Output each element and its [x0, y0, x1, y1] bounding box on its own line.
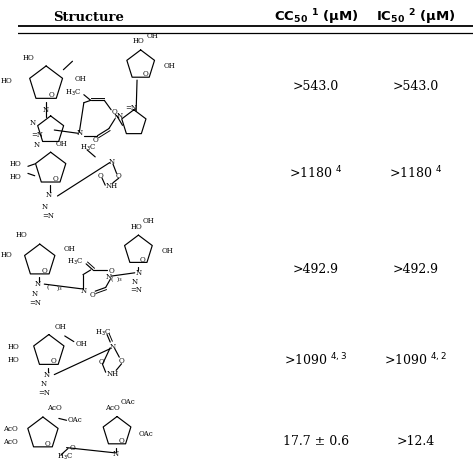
- Text: OH: OH: [146, 32, 158, 40]
- Text: N: N: [81, 287, 87, 295]
- Text: OAc: OAc: [121, 398, 136, 406]
- Text: O: O: [118, 437, 125, 445]
- Text: N: N: [117, 112, 123, 120]
- Text: >1090 $^{4,2}$: >1090 $^{4,2}$: [384, 351, 447, 368]
- Text: OH: OH: [75, 340, 87, 348]
- Text: O: O: [108, 267, 114, 275]
- Text: N: N: [109, 343, 116, 351]
- Text: AcO: AcO: [46, 403, 61, 411]
- Text: OAc: OAc: [139, 430, 154, 438]
- Text: HO: HO: [15, 231, 27, 238]
- Text: =N: =N: [38, 389, 50, 397]
- Text: >12.4: >12.4: [397, 436, 435, 448]
- Text: O: O: [49, 91, 55, 99]
- Text: HO: HO: [130, 223, 142, 231]
- Text: N: N: [132, 278, 138, 286]
- Text: O: O: [140, 255, 146, 264]
- Text: N: N: [76, 129, 82, 137]
- Text: >1090 $^{4,3}$: >1090 $^{4,3}$: [284, 351, 347, 368]
- Text: HO: HO: [0, 77, 12, 85]
- Text: O: O: [92, 137, 98, 145]
- Text: O: O: [116, 172, 122, 180]
- Text: OH: OH: [74, 75, 86, 83]
- Text: =N: =N: [130, 286, 142, 294]
- Text: AcO: AcO: [3, 438, 18, 446]
- Text: NH: NH: [107, 370, 118, 378]
- Text: >1180 $^{4}$: >1180 $^{4}$: [389, 165, 442, 182]
- Text: O: O: [41, 267, 47, 275]
- Text: N: N: [29, 119, 36, 127]
- Text: HO: HO: [0, 251, 12, 259]
- Text: O: O: [98, 172, 103, 180]
- Text: >492.9: >492.9: [393, 264, 439, 276]
- Text: O: O: [51, 357, 56, 365]
- Text: O: O: [118, 357, 125, 365]
- Text: (: (: [111, 277, 113, 282]
- Text: O: O: [90, 291, 96, 299]
- Text: N: N: [44, 371, 50, 379]
- Text: N: N: [43, 106, 49, 114]
- Text: OH: OH: [161, 247, 173, 255]
- Text: $)_3$: $)_3$: [55, 284, 63, 293]
- Text: Structure: Structure: [53, 11, 124, 24]
- Text: N: N: [113, 450, 119, 458]
- Text: HO: HO: [23, 54, 35, 62]
- Text: >492.9: >492.9: [293, 264, 339, 276]
- Text: N: N: [40, 380, 46, 388]
- Text: H$_3$C: H$_3$C: [65, 88, 82, 99]
- Text: $\mathbf{IC_{50}\ ^{2}\ (\mu M)}$: $\mathbf{IC_{50}\ ^{2}\ (\mu M)}$: [376, 8, 456, 27]
- Text: OH: OH: [164, 62, 175, 70]
- Text: N: N: [106, 273, 112, 281]
- Text: H$_3$C: H$_3$C: [80, 142, 97, 153]
- Text: HO: HO: [8, 356, 19, 365]
- Text: N: N: [136, 269, 141, 277]
- Text: >543.0: >543.0: [392, 80, 439, 93]
- Text: N: N: [35, 280, 41, 288]
- Text: OAc: OAc: [68, 416, 82, 424]
- Text: N: N: [46, 191, 52, 199]
- Text: >1180 $^{4}$: >1180 $^{4}$: [289, 165, 342, 182]
- Text: AcO: AcO: [105, 404, 120, 412]
- Text: $\mathbf{CC_{50}\ ^{1}\ (\mu M)}$: $\mathbf{CC_{50}\ ^{1}\ (\mu M)}$: [273, 8, 358, 27]
- Text: >543.0: >543.0: [292, 80, 339, 93]
- Text: HO: HO: [9, 173, 21, 181]
- Text: (: (: [46, 285, 49, 291]
- Text: O: O: [112, 108, 118, 116]
- Text: =N: =N: [29, 299, 41, 307]
- Text: H$_3$C: H$_3$C: [56, 452, 73, 462]
- Text: HO: HO: [133, 36, 144, 45]
- Text: OH: OH: [55, 322, 66, 330]
- Text: O: O: [142, 71, 148, 78]
- Text: AcO: AcO: [3, 425, 18, 433]
- Text: O: O: [98, 358, 104, 366]
- Text: NH: NH: [106, 182, 118, 190]
- Text: OH: OH: [143, 217, 155, 225]
- Text: N: N: [42, 203, 48, 211]
- Text: 17.7 ± 0.6: 17.7 ± 0.6: [283, 436, 349, 448]
- Text: HO: HO: [8, 343, 19, 351]
- Text: H$_3$C: H$_3$C: [95, 328, 111, 338]
- Text: =N: =N: [126, 104, 137, 112]
- Text: OH: OH: [64, 245, 75, 253]
- Text: O: O: [45, 440, 50, 448]
- Text: HO: HO: [9, 160, 21, 168]
- Text: N: N: [109, 157, 115, 165]
- Text: O: O: [70, 444, 75, 452]
- Text: N: N: [34, 141, 40, 149]
- Text: O: O: [52, 175, 58, 183]
- Text: OH: OH: [56, 140, 68, 148]
- Text: $)_3$: $)_3$: [116, 275, 123, 284]
- Text: =N: =N: [32, 131, 44, 139]
- Text: N: N: [113, 113, 119, 121]
- Text: N: N: [31, 291, 37, 299]
- Text: =N: =N: [42, 212, 55, 220]
- Text: H$_3$C: H$_3$C: [67, 257, 84, 267]
